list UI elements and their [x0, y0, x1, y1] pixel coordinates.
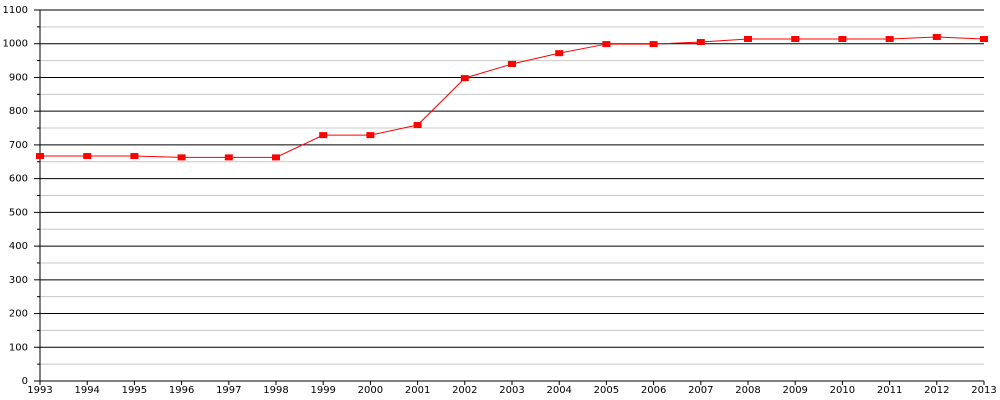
y-tick-label: 200	[9, 309, 28, 320]
marker	[272, 154, 280, 161]
x-tick-label: 2011	[877, 385, 902, 396]
marker	[932, 33, 941, 40]
x-tick-label: 2002	[452, 385, 477, 396]
marker	[366, 132, 375, 139]
x-tick-label: 1995	[122, 385, 147, 396]
x-tick-label: 2004	[546, 385, 571, 396]
x-tick-label: 2005	[594, 385, 619, 396]
y-tick-label: 1000	[3, 39, 28, 50]
x-tick-label: 1998	[263, 385, 288, 396]
y-tick-label: 900	[9, 72, 28, 83]
marker	[555, 50, 564, 57]
marker	[885, 36, 894, 43]
marker	[696, 39, 705, 46]
x-tick-label: 1997	[216, 385, 241, 396]
y-tick-label: 100	[9, 342, 28, 353]
marker	[224, 154, 233, 161]
x-tick-label: 2010	[830, 385, 855, 396]
marker	[508, 60, 516, 67]
y-tick-label: 0	[22, 376, 28, 387]
marker	[838, 36, 847, 43]
x-tick-label: 2006	[641, 385, 666, 396]
x-tick-label: 2007	[688, 385, 713, 396]
marker	[36, 153, 44, 160]
x-tick-label: 2001	[405, 385, 430, 396]
y-tick-label: 300	[9, 275, 28, 286]
marker	[791, 36, 800, 43]
x-tick-label: 2009	[782, 385, 807, 396]
marker	[83, 153, 92, 160]
marker	[319, 132, 328, 139]
marker	[980, 36, 988, 43]
x-tick-label: 2000	[358, 385, 383, 396]
marker	[602, 41, 611, 48]
marker	[649, 41, 658, 48]
x-tick-label: 1993	[27, 385, 52, 396]
y-tick-label: 800	[9, 106, 28, 117]
x-tick-label: 2003	[499, 385, 524, 396]
x-tick-label: 2012	[924, 385, 949, 396]
marker	[177, 154, 186, 161]
series-line	[40, 36, 985, 158]
x-tick-label: 2008	[735, 385, 760, 396]
x-tick-label: 2013	[971, 385, 996, 396]
x-tick-label: 1999	[310, 385, 335, 396]
marker	[413, 122, 422, 129]
y-tick-label: 1100	[3, 5, 28, 16]
x-tick-label: 1996	[169, 385, 194, 396]
y-tick-label: 400	[9, 241, 28, 252]
y-tick-label: 500	[9, 207, 28, 218]
y-tick-label: 700	[9, 140, 28, 151]
marker	[460, 75, 469, 82]
marker	[130, 153, 139, 160]
x-tick-label: 1994	[74, 385, 99, 396]
y-tick-label: 600	[9, 174, 28, 185]
marker	[744, 36, 752, 43]
